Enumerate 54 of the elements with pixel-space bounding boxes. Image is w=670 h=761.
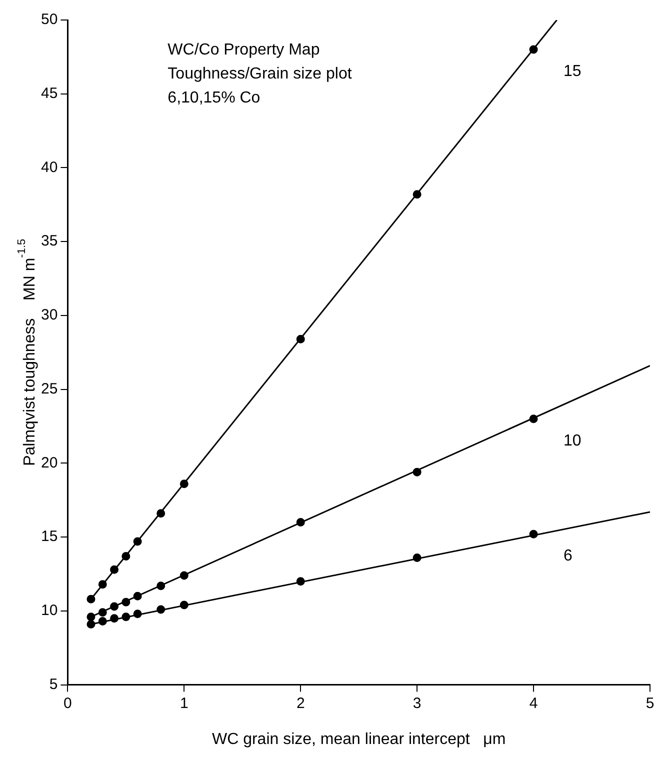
point — [98, 617, 107, 626]
annotation: Toughness/Grain size plot — [168, 65, 352, 82]
series-label: 6 — [564, 548, 573, 565]
x-tick-label: 5 — [646, 694, 654, 712]
point — [122, 552, 130, 561]
x-tick-label: 1 — [180, 694, 188, 712]
point — [296, 577, 305, 586]
point — [86, 620, 96, 628]
annotation: 6,10,15% Co — [168, 89, 260, 106]
point — [86, 594, 96, 604]
y-axis-title: Palmqvist toughness MN m-1.5 — [16, 238, 38, 466]
point — [529, 530, 538, 538]
y-tick-label: 20 — [40, 454, 58, 472]
y-tick-label: 10 — [40, 602, 58, 620]
y-tick-label: 15 — [40, 528, 58, 546]
point — [412, 190, 422, 199]
series-label: 10 — [564, 432, 582, 450]
y-tick-label: 5 — [49, 676, 58, 693]
point — [296, 334, 305, 344]
point — [110, 602, 119, 611]
point — [156, 605, 166, 614]
y-tick-label: 45 — [40, 85, 58, 102]
point — [529, 414, 538, 424]
point — [180, 600, 188, 610]
point — [133, 610, 142, 618]
point — [110, 614, 119, 623]
point — [122, 598, 130, 606]
y-tick-label: 35 — [40, 232, 58, 250]
x-axis-title: WC grain size, mean linear intercept μm — [212, 730, 506, 748]
y-tick-label: 40 — [40, 158, 58, 176]
point — [133, 592, 142, 600]
point — [180, 571, 188, 580]
y-tick-label: 50 — [40, 11, 58, 28]
point — [412, 468, 422, 476]
x-tick-label: 0 — [64, 694, 72, 712]
point — [529, 45, 538, 54]
point — [296, 518, 305, 527]
point — [180, 480, 188, 488]
y-tick-label: 30 — [40, 306, 58, 324]
point — [98, 580, 107, 589]
x-tick-label: 4 — [529, 694, 538, 712]
annotation: WC/Co Property Map — [168, 41, 320, 58]
point — [156, 582, 166, 590]
point — [122, 612, 130, 622]
y-tick-label: 25 — [40, 380, 58, 398]
point — [133, 537, 142, 546]
point — [156, 509, 166, 518]
x-tick-label: 3 — [412, 694, 422, 712]
x-tick-label: 2 — [296, 694, 305, 712]
point — [110, 565, 119, 574]
point — [86, 612, 96, 622]
point — [412, 554, 422, 562]
series-label: 15 — [564, 62, 582, 80]
point — [98, 608, 107, 617]
